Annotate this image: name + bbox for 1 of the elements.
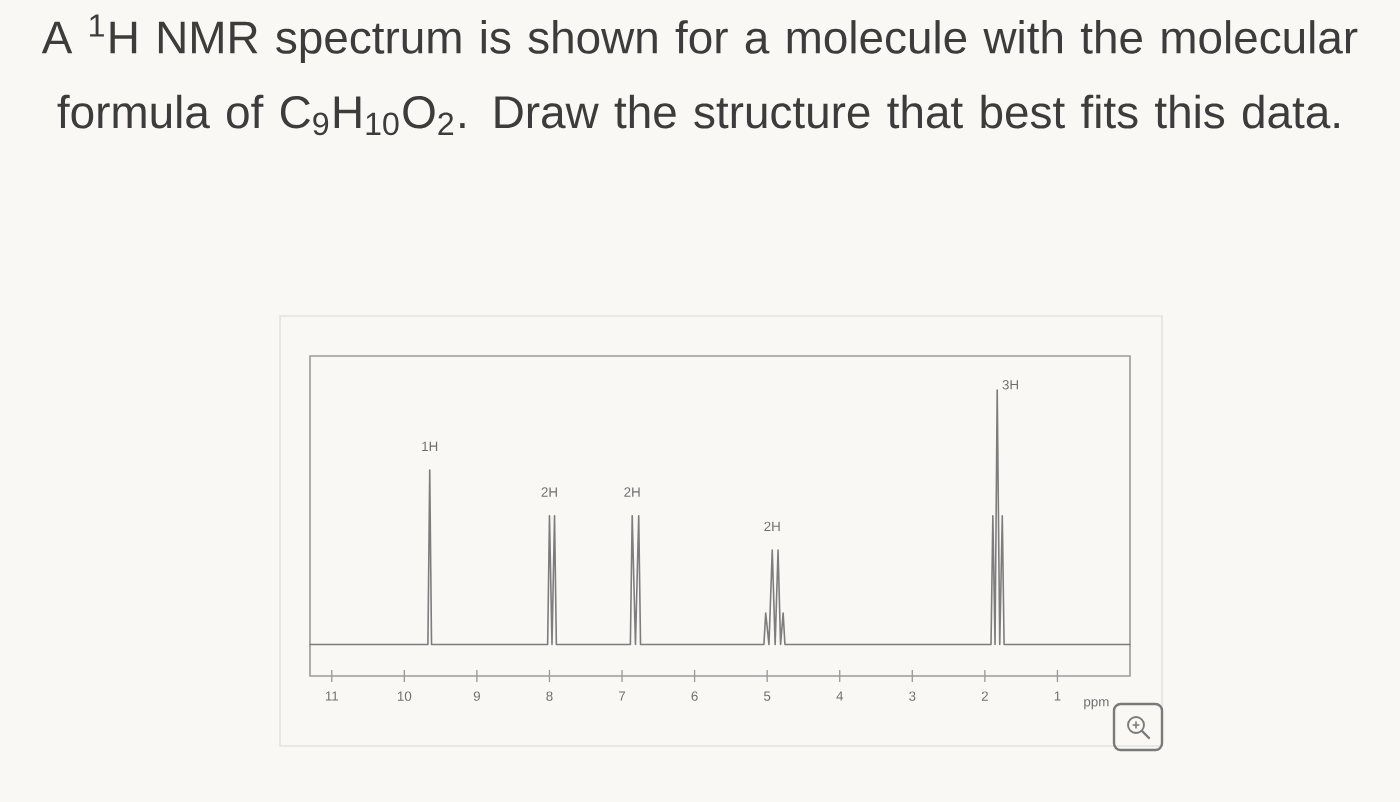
chart-title: A $^{1}$H NMR spectrum is shown for a molecule with the molecular formula of C$_{9}$H$_{10}$O$_{2}$. Draw the structure that best fits this data.: [41, 14, 1358, 136]
